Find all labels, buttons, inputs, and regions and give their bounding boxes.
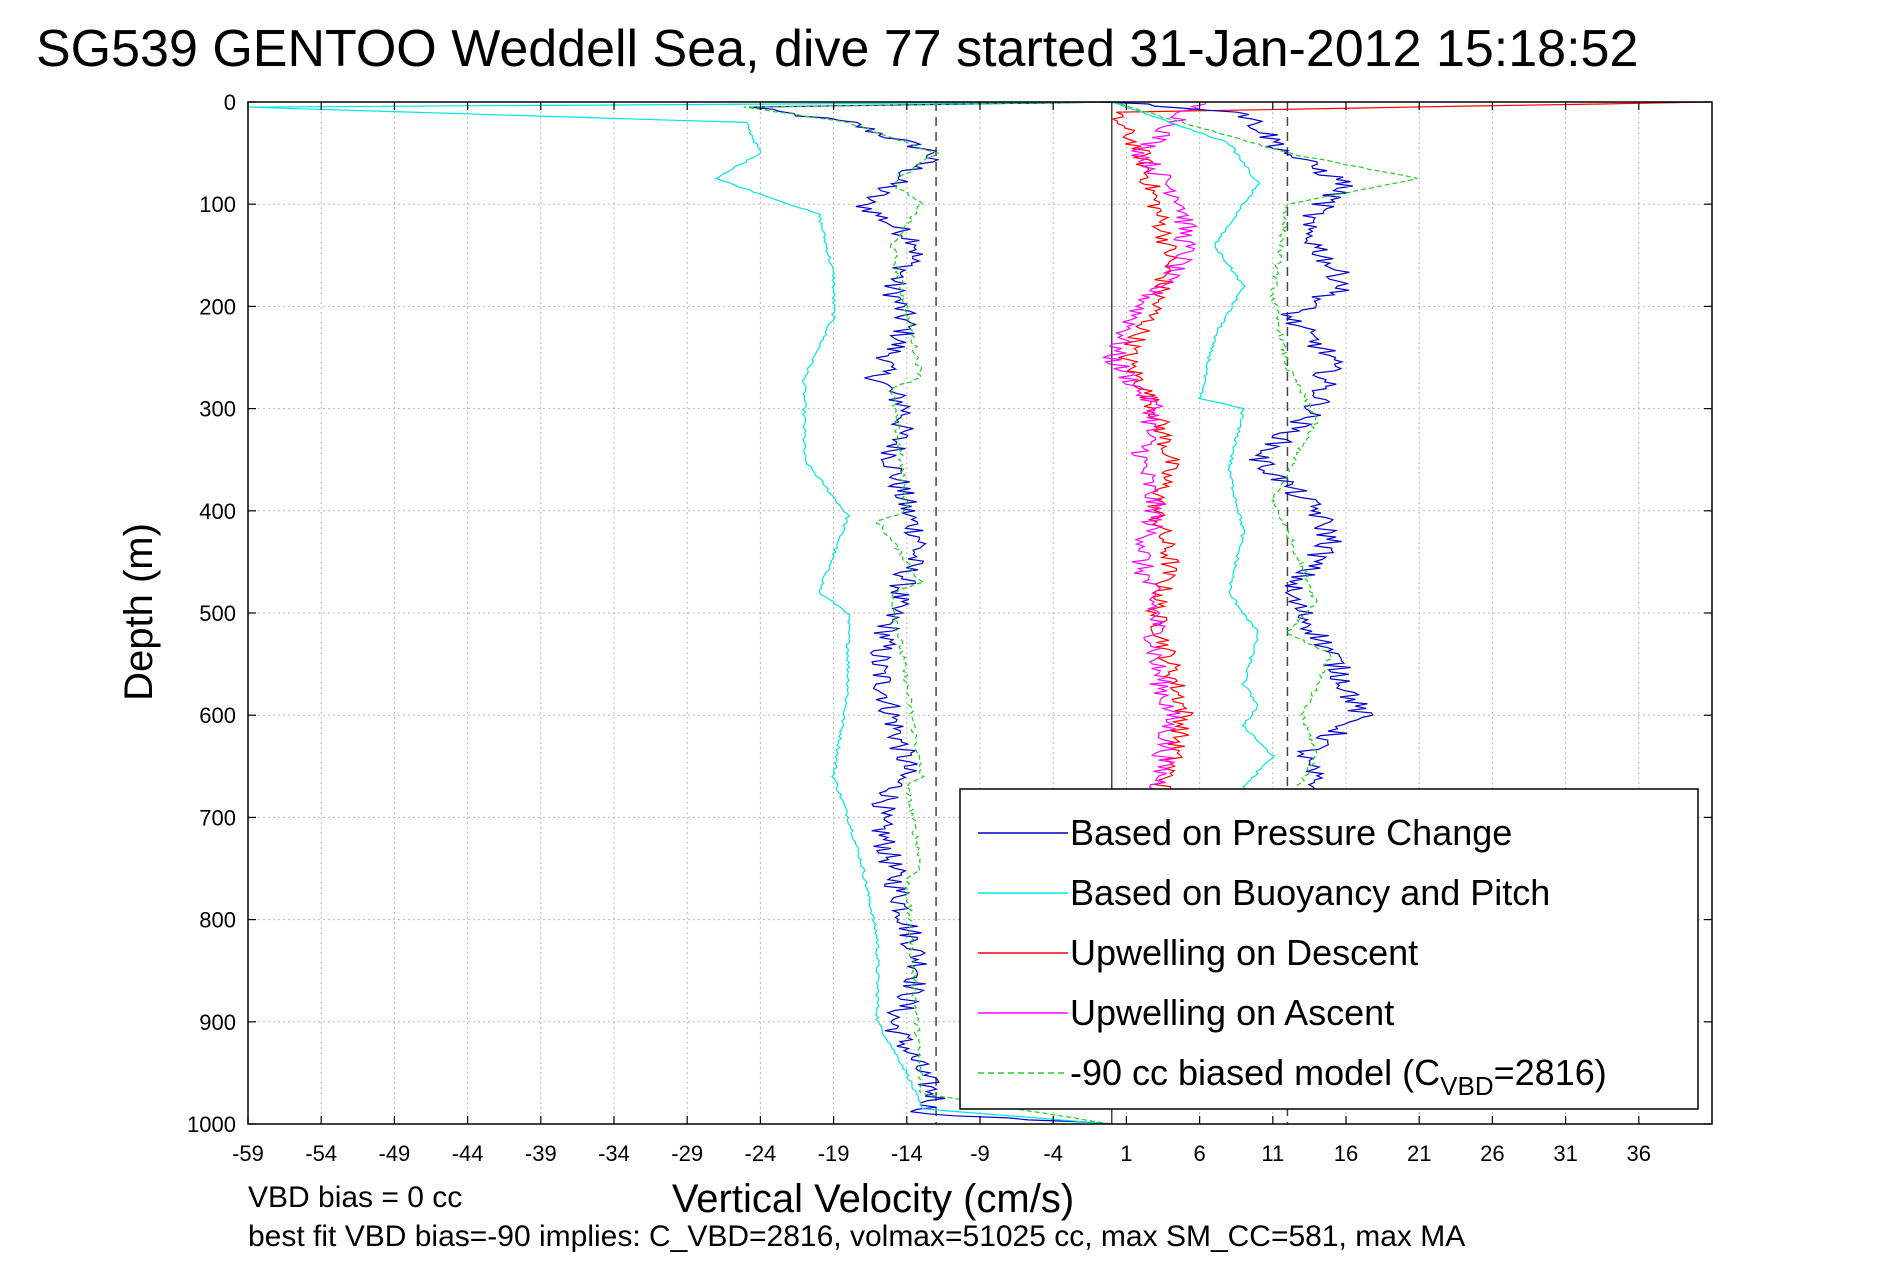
series-line-4 (743, 101, 1115, 1125)
y-tick-label: 100 (199, 192, 236, 217)
x-tick-label: -9 (970, 1141, 990, 1166)
x-axis-ticks: -59 -54 -49 -44 -39 -34 -29 -24 -19 -14 -9 -4 1 6 11 16… (232, 102, 1651, 1166)
legend-label: Based on Buoyancy and Pitch (1070, 872, 1550, 913)
series-line-5 (1100, 101, 1374, 808)
y-tick-label: 600 (199, 703, 236, 728)
x-tick-label: -14 (891, 1141, 923, 1166)
y-axis-ticks: 0 100 200 300 400 500 600 700 800 900 1000 (187, 90, 1712, 1137)
legend-label: Upwelling on Ascent (1070, 992, 1394, 1033)
series-line-3 (1102, 101, 1207, 808)
x-tick-label: 36 (1627, 1141, 1651, 1166)
x-tick-label: -44 (452, 1141, 484, 1166)
x-tick-label: -49 (379, 1141, 411, 1166)
y-tick-label: 400 (199, 499, 236, 524)
series-line-2 (1111, 101, 1708, 808)
footer-best-fit: best fit VBD bias=-90 implies: C_VBD=281… (248, 1220, 1465, 1253)
legend-label: -90 cc biased model (CVBD=2816) (1070, 1052, 1607, 1101)
y-tick-label: 500 (199, 601, 236, 626)
x-tick-label: 16 (1334, 1141, 1358, 1166)
footer-vbd-bias: VBD bias = 0 cc (248, 1181, 462, 1214)
y-tick-label: 200 (199, 294, 236, 319)
x-tick-label: -54 (305, 1141, 337, 1166)
y-tick-label: 1000 (187, 1112, 236, 1137)
series-line-6 (1111, 101, 1276, 808)
chart-legend: Based on Pressure Change Based on Buoyanc… (959, 788, 1699, 1110)
y-tick-label: 300 (199, 397, 236, 422)
legend-box (959, 788, 1699, 1110)
legend-label: Based on Pressure Change (1070, 812, 1512, 853)
x-tick-label: -39 (525, 1141, 557, 1166)
x-tick-label: -59 (232, 1141, 264, 1166)
series-line-0 (749, 101, 1116, 1125)
x-tick-label: 26 (1480, 1141, 1504, 1166)
y-tick-label: 800 (199, 908, 236, 933)
x-tick-label: 1 (1120, 1141, 1132, 1166)
x-tick-label: 21 (1407, 1141, 1431, 1166)
x-tick-label: -29 (671, 1141, 703, 1166)
y-tick-label: 900 (199, 1010, 236, 1035)
y-tick-label: 700 (199, 805, 236, 830)
x-tick-label: -19 (818, 1141, 850, 1166)
x-tick-label: -24 (745, 1141, 777, 1166)
chart-title: SG539 GENTOO Weddell Sea, dive 77 starte… (36, 20, 1638, 78)
series-line-1 (247, 101, 1112, 1125)
series-line-7 (1112, 101, 1418, 808)
x-tick-label: -34 (598, 1141, 630, 1166)
x-tick-label: 11 (1261, 1141, 1284, 1166)
series-layer (247, 101, 1708, 1125)
x-tick-label: 31 (1553, 1141, 1577, 1166)
legend-label: Upwelling on Descent (1070, 932, 1418, 973)
y-tick-label: 0 (224, 90, 236, 115)
x-tick-label: 6 (1193, 1141, 1205, 1166)
y-axis-label: Depth (m) (117, 523, 161, 701)
x-axis-label: Vertical Velocity (cm/s) (672, 1177, 1074, 1221)
x-tick-label: -4 (1043, 1141, 1063, 1166)
